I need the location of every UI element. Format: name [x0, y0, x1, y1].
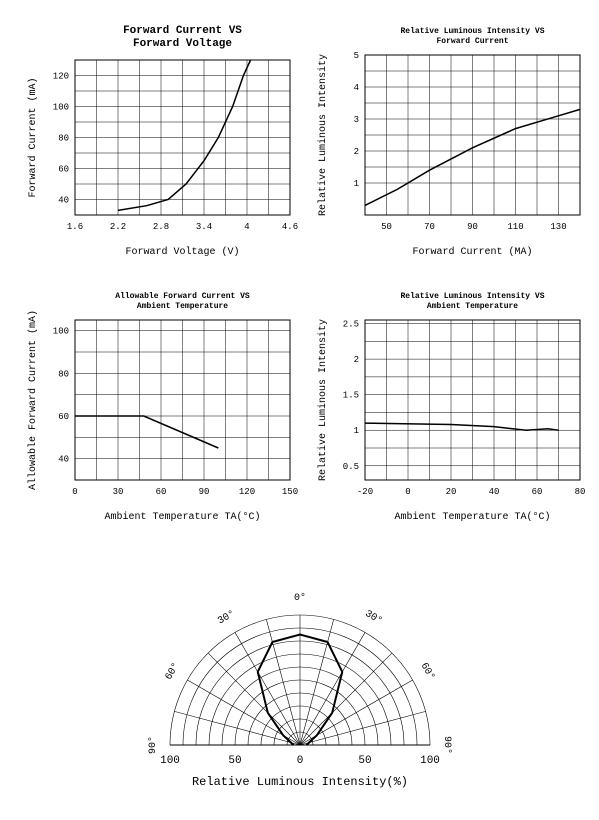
x-axis-label: Ambient Temperature TA(°C)	[394, 511, 550, 523]
svg-text:0: 0	[405, 487, 410, 497]
svg-text:4: 4	[244, 222, 249, 232]
y-axis-label: Relative Luminous Intensity	[317, 319, 329, 481]
chart-allowable-current-vs-temp: Allowable Forward Current VSAmbient Temp…	[20, 285, 300, 530]
svg-text:20: 20	[446, 487, 457, 497]
svg-text:5: 5	[354, 51, 359, 61]
svg-text:1.6: 1.6	[67, 222, 83, 232]
svg-text:60: 60	[532, 487, 543, 497]
angle-label: 90°	[147, 736, 159, 754]
svg-text:50: 50	[358, 755, 371, 767]
chart-title-line1: Forward Current VS	[123, 25, 242, 37]
polar-chart-container: 90°60°30°0°30°60°90°10050050100Relative …	[20, 560, 579, 800]
chart-title-line1: Allowable Forward Current VS	[115, 292, 250, 301]
polar-x-label: Relative Luminous Intensity(%)	[191, 775, 407, 789]
svg-text:80: 80	[58, 369, 69, 379]
x-axis-label: Forward Voltage (V)	[125, 246, 239, 258]
svg-text:40: 40	[58, 455, 69, 465]
svg-text:0: 0	[296, 755, 303, 767]
chart-forward-current-vs-voltage: Forward Current VSForward Voltage 1.6 2.2 2…	[20, 20, 300, 265]
svg-text:2.5: 2.5	[343, 320, 359, 330]
svg-text:0: 0	[72, 487, 77, 497]
angle-label: 30°	[362, 608, 384, 627]
chart-luminous-vs-temp: Relative Luminous Intensity VSAmbient Te…	[310, 285, 590, 530]
svg-text:2: 2	[354, 147, 359, 157]
svg-text:100: 100	[53, 327, 69, 337]
chart-title-line1: Relative Luminous Intensity VS	[400, 292, 544, 301]
svg-text:30: 30	[113, 487, 124, 497]
svg-text:120: 120	[53, 72, 69, 82]
svg-text:40: 40	[58, 196, 69, 206]
svg-text:1: 1	[354, 426, 359, 436]
svg-text:4: 4	[354, 83, 359, 93]
y-axis-label: Allowable Forward Current (mA)	[27, 310, 39, 490]
svg-text:90: 90	[199, 487, 210, 497]
svg-text:40: 40	[489, 487, 500, 497]
svg-text:80: 80	[58, 134, 69, 144]
x-axis-label: Forward Current (MA)	[412, 246, 532, 258]
svg-text:50: 50	[228, 755, 241, 767]
charts-grid: Forward Current VSForward Voltage 1.6 2.2 2…	[20, 20, 579, 530]
svg-text:80: 80	[575, 487, 586, 497]
svg-text:100: 100	[53, 103, 69, 113]
chart-title-line2: Ambient Temperature	[137, 302, 228, 311]
svg-text:60: 60	[58, 412, 69, 422]
svg-text:100: 100	[160, 755, 180, 767]
svg-text:0.5: 0.5	[343, 462, 359, 472]
angle-label: 90°	[441, 736, 453, 754]
svg-text:3.4: 3.4	[196, 222, 212, 232]
chart-title-line2: Forward Current	[436, 37, 508, 46]
y-axis-label: Relative Luminous Intensity	[317, 54, 329, 216]
chart-title-line2: Forward Voltage	[133, 38, 232, 50]
angle-label: 60°	[417, 661, 436, 683]
svg-text:90: 90	[467, 222, 478, 232]
angle-label: 0°	[293, 592, 305, 604]
angle-label: 30°	[215, 608, 237, 627]
svg-text:150: 150	[282, 487, 298, 497]
y-axis-label: Forward Current (mA)	[27, 77, 39, 197]
svg-text:100: 100	[420, 755, 440, 767]
svg-text:1: 1	[354, 179, 359, 189]
svg-text:2: 2	[354, 355, 359, 365]
angle-label: 60°	[162, 661, 181, 683]
x-axis-label: Ambient Temperature TA(°C)	[104, 511, 260, 523]
svg-text:-20: -20	[357, 487, 373, 497]
svg-text:50: 50	[381, 222, 392, 232]
svg-text:70: 70	[424, 222, 435, 232]
svg-text:3: 3	[354, 115, 359, 125]
svg-text:2.2: 2.2	[110, 222, 126, 232]
svg-text:60: 60	[156, 487, 167, 497]
svg-text:110: 110	[507, 222, 523, 232]
svg-text:120: 120	[239, 487, 255, 497]
svg-text:2.8: 2.8	[153, 222, 169, 232]
data-line	[118, 60, 251, 210]
chart-title-line2: Ambient Temperature	[427, 302, 518, 311]
chart-luminous-vs-current: Relative Luminous Intensity VSForward Cu…	[310, 20, 590, 265]
svg-text:130: 130	[550, 222, 566, 232]
data-line	[365, 423, 559, 430]
svg-text:1.5: 1.5	[343, 391, 359, 401]
svg-text:4.6: 4.6	[282, 222, 298, 232]
svg-text:60: 60	[58, 165, 69, 175]
chart-title-line1: Relative Luminous Intensity VS	[400, 27, 544, 36]
